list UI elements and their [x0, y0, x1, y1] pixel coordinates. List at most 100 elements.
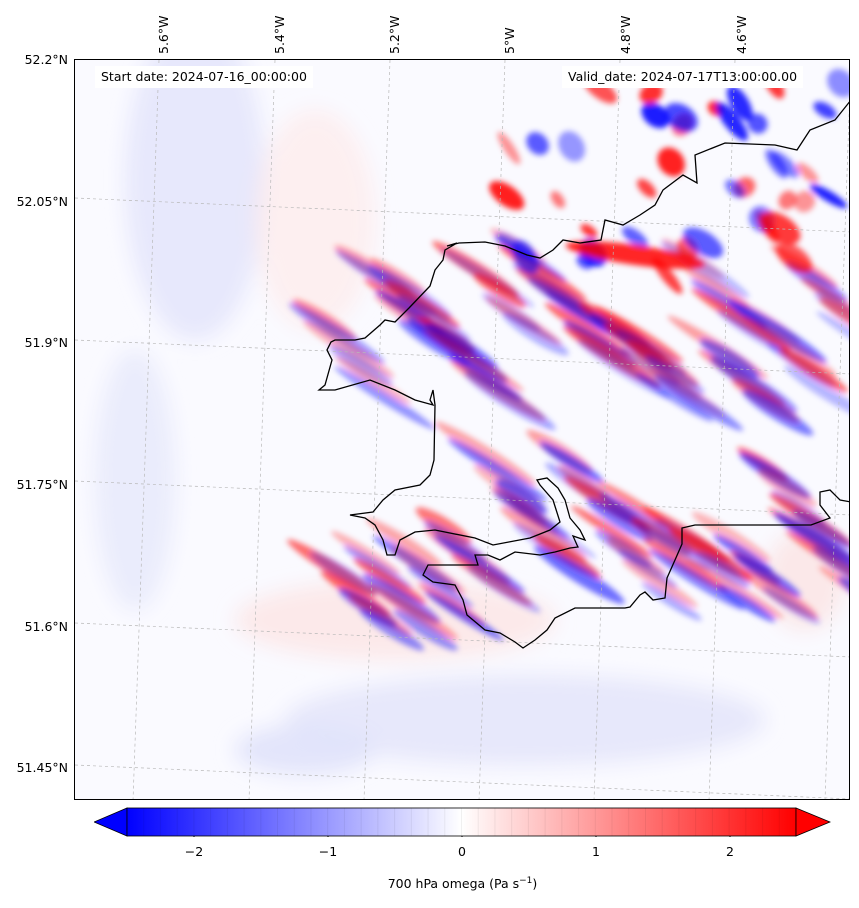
omega-stripe	[359, 609, 424, 651]
omega-stripe	[331, 530, 401, 575]
omega-stripe	[391, 546, 466, 595]
omega-stripe	[733, 553, 801, 597]
omega-map	[74, 59, 850, 800]
lon-label-5.2w: 5.2°W	[387, 15, 402, 55]
omega-cell	[580, 223, 598, 238]
omega-stripe	[621, 559, 698, 608]
lat-label-51.9n: 51.9°N	[24, 335, 68, 350]
omega-wave-pattern	[287, 68, 849, 651]
omega-stripe	[502, 312, 569, 356]
omega-stripe	[310, 551, 378, 596]
omega-cell	[683, 227, 724, 259]
omega-cell	[776, 242, 813, 274]
omega-stripe	[407, 566, 473, 609]
colorbar-tick-minus2: −2	[184, 844, 204, 859]
colorbar-tick-2: 2	[726, 844, 734, 859]
omega-stripe	[473, 273, 526, 308]
omega-stripe	[773, 512, 849, 575]
omega-stripe	[533, 534, 602, 579]
lat-label-51.6n: 51.6°N	[24, 619, 68, 634]
colorbar-label: 700 hPa omega (Pa s−1)	[387, 876, 538, 892]
omega-stripe	[762, 586, 820, 624]
omega-cell	[641, 102, 670, 129]
colorbar-tick-1: 1	[592, 844, 600, 859]
omega-stripe	[699, 338, 760, 379]
omega-stripe	[334, 356, 411, 405]
omega-stripe	[334, 366, 436, 430]
omega-cell	[637, 178, 657, 198]
omega-cell	[716, 102, 748, 141]
omega-stripe	[635, 372, 714, 422]
omega-stripe	[424, 328, 524, 392]
lon-label-5.6w: 5.6°W	[156, 15, 171, 55]
start-date-label: Start date: 2024-07-16_00:00:00	[95, 66, 313, 88]
lon-label-4.6w: 4.6°W	[734, 15, 749, 55]
omega-stripe	[818, 297, 849, 341]
omega-stripe	[571, 505, 653, 558]
omega-stripe	[447, 438, 548, 502]
omega-stripe	[816, 311, 849, 372]
omega-stripe	[495, 479, 548, 514]
omega-cell	[664, 102, 698, 132]
omega-stripe	[586, 498, 653, 542]
lon-label-5w: 5°W	[502, 27, 517, 54]
colorbar-tick-0: 0	[458, 844, 466, 859]
coastline	[317, 101, 849, 649]
colorbar-extend-min	[94, 807, 128, 837]
omega-stripe	[717, 584, 776, 622]
omega-stripe	[288, 302, 385, 364]
lat-label-52.2n: 52.2°N	[24, 52, 68, 67]
lat-label-52.05n: 52.05°N	[16, 194, 68, 209]
omega-stripe	[812, 547, 849, 592]
omega-stripe	[641, 582, 702, 621]
omega-stripe	[426, 322, 498, 369]
omega-cell	[747, 113, 768, 134]
lat-label-51.45n: 51.45°N	[16, 760, 68, 775]
omega-stripe	[742, 389, 814, 436]
omega-cell	[657, 147, 685, 177]
omega-cell	[771, 151, 799, 178]
omega-cell	[550, 191, 566, 209]
omega-cell	[622, 226, 648, 248]
omega-stripe	[539, 441, 604, 483]
omega-cell	[796, 162, 819, 184]
omega-stripe	[424, 590, 504, 641]
omega-cell	[726, 85, 753, 121]
colorbar	[94, 807, 831, 837]
omega-cell	[778, 190, 797, 210]
lon-label-4.8w: 4.8°W	[618, 15, 633, 55]
omega-stripe	[644, 355, 705, 395]
omega-stripe	[493, 489, 570, 539]
colorbar-ticks	[193, 836, 731, 837]
omega-cell	[558, 131, 586, 162]
omega-cell	[827, 68, 849, 98]
omega-cell	[793, 190, 816, 213]
omega-stripe	[434, 421, 536, 486]
omega-cell	[489, 181, 525, 210]
omega-stripe	[779, 348, 849, 393]
omega-stripe	[369, 583, 458, 640]
omega-stripe	[303, 320, 395, 379]
omega-cell	[511, 239, 539, 274]
omega-stripe	[393, 609, 458, 651]
omega-cell	[576, 253, 594, 270]
omega-stripe	[757, 468, 817, 508]
omega-cell	[497, 131, 521, 165]
omega-cell	[809, 184, 848, 209]
colorbar-extend-max	[795, 807, 831, 837]
omega-stripe	[594, 306, 684, 363]
omega-stripe	[433, 535, 526, 593]
colorbar-gradient	[126, 807, 797, 837]
omega-stripe	[365, 517, 443, 567]
omega-cell	[639, 82, 663, 104]
omega-cell	[813, 101, 837, 119]
colorbar-tick-minus1: −1	[318, 844, 338, 859]
omega-stripe	[792, 509, 849, 550]
omega-stripe	[654, 374, 744, 431]
omega-stripe	[329, 344, 393, 387]
omega-stripe	[784, 365, 849, 419]
lat-label-51.75n: 51.75°N	[16, 477, 68, 492]
map-canvas	[75, 60, 849, 799]
omega-stripe	[742, 316, 838, 377]
omega-stripe	[695, 551, 750, 588]
